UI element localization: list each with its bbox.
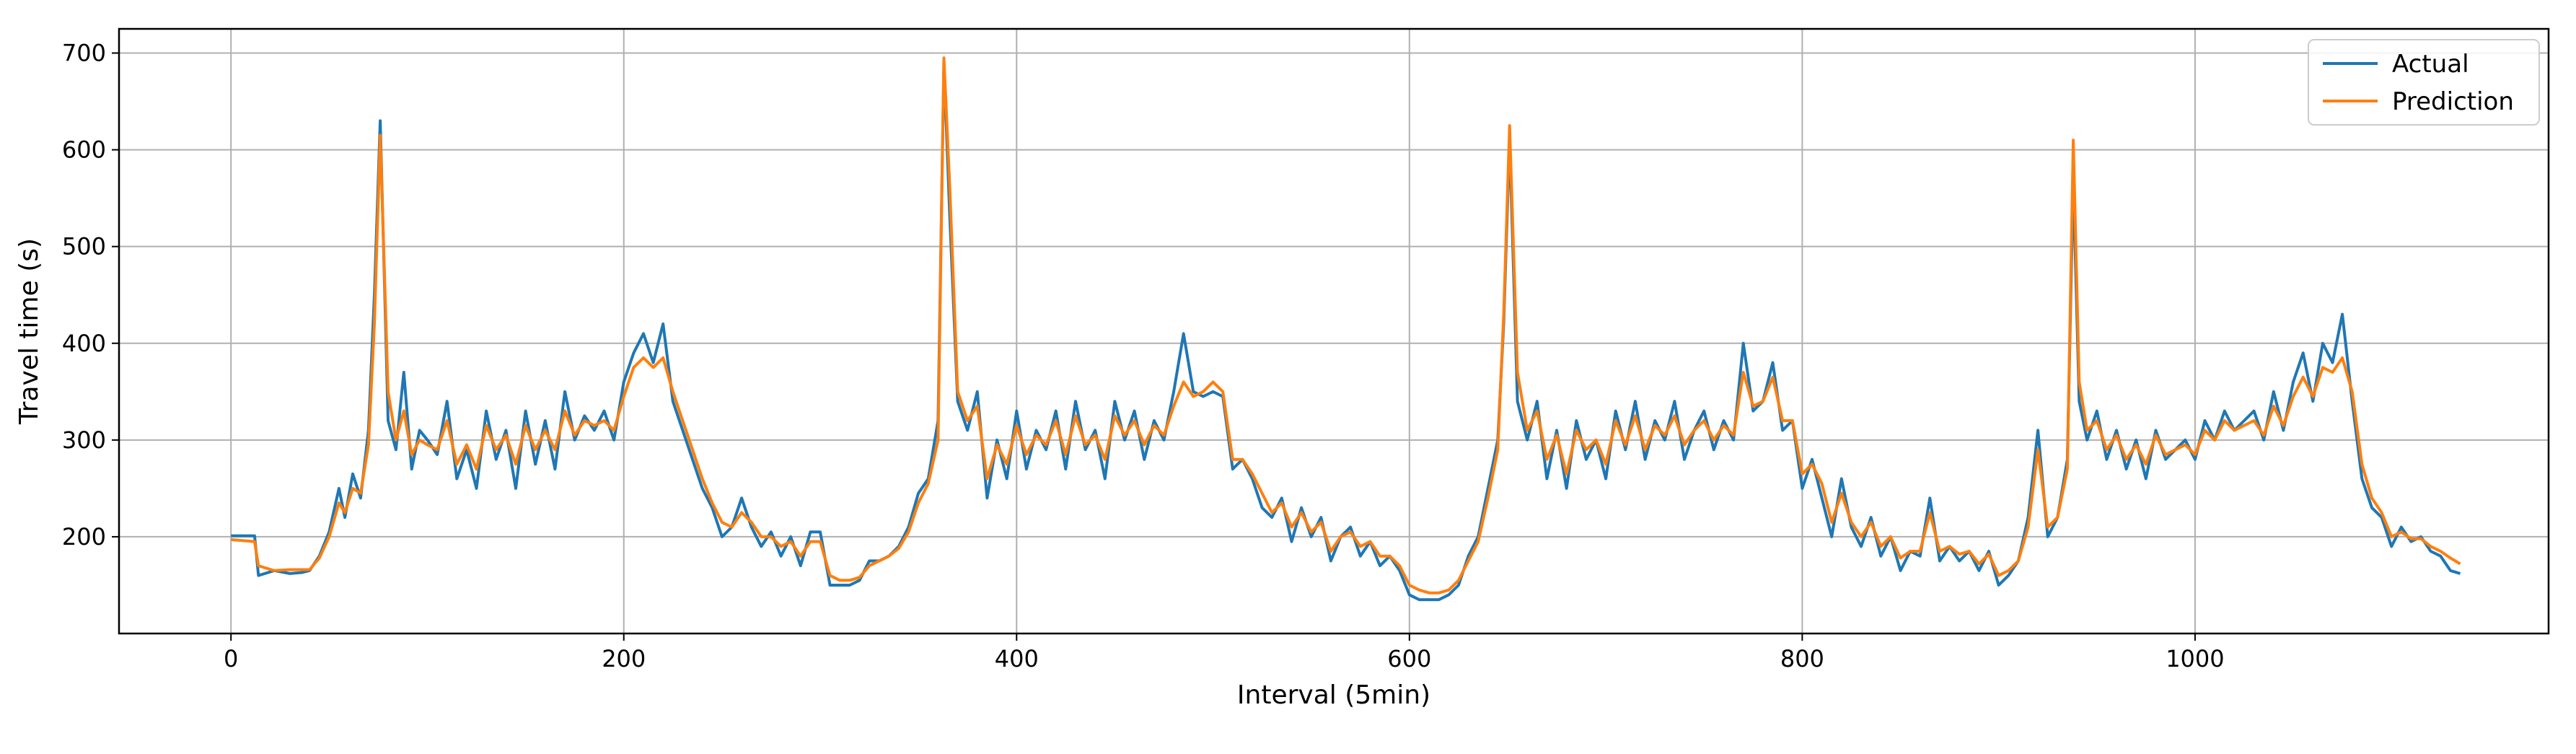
y-tick-label: 500 bbox=[62, 233, 106, 260]
y-axis-label: Travel time (s) bbox=[14, 238, 44, 425]
legend-label-actual: Actual bbox=[2392, 50, 2469, 79]
y-tick-label: 600 bbox=[62, 136, 106, 164]
y-axis-ticks: 200 300 400 500 600 700 bbox=[62, 40, 119, 551]
y-tick-label: 300 bbox=[62, 426, 106, 454]
plot-area-frame bbox=[118, 27, 2550, 635]
x-axis-ticks: 0 200 400 600 800 1000 bbox=[224, 634, 2225, 672]
legend: Actual Prediction bbox=[2308, 39, 2540, 126]
series-line-prediction bbox=[231, 56, 2461, 595]
legend-box bbox=[2308, 39, 2540, 126]
series-line-actual bbox=[231, 61, 2461, 602]
x-tick-label: 0 bbox=[224, 645, 238, 672]
y-tick-label: 400 bbox=[62, 330, 106, 357]
y-tick-label: 200 bbox=[62, 523, 106, 551]
x-tick-label: 1000 bbox=[2166, 645, 2224, 672]
x-tick-label: 800 bbox=[1780, 645, 1824, 672]
legend-label-prediction: Prediction bbox=[2392, 87, 2514, 116]
grid-lines bbox=[119, 29, 2549, 634]
x-tick-label: 600 bbox=[1387, 645, 1431, 672]
x-axis-label: Interval (5min) bbox=[1237, 680, 1430, 710]
x-tick-label: 200 bbox=[602, 645, 646, 672]
series-lines bbox=[231, 56, 2461, 602]
x-tick-label: 400 bbox=[995, 645, 1039, 672]
y-tick-label: 700 bbox=[62, 40, 106, 67]
